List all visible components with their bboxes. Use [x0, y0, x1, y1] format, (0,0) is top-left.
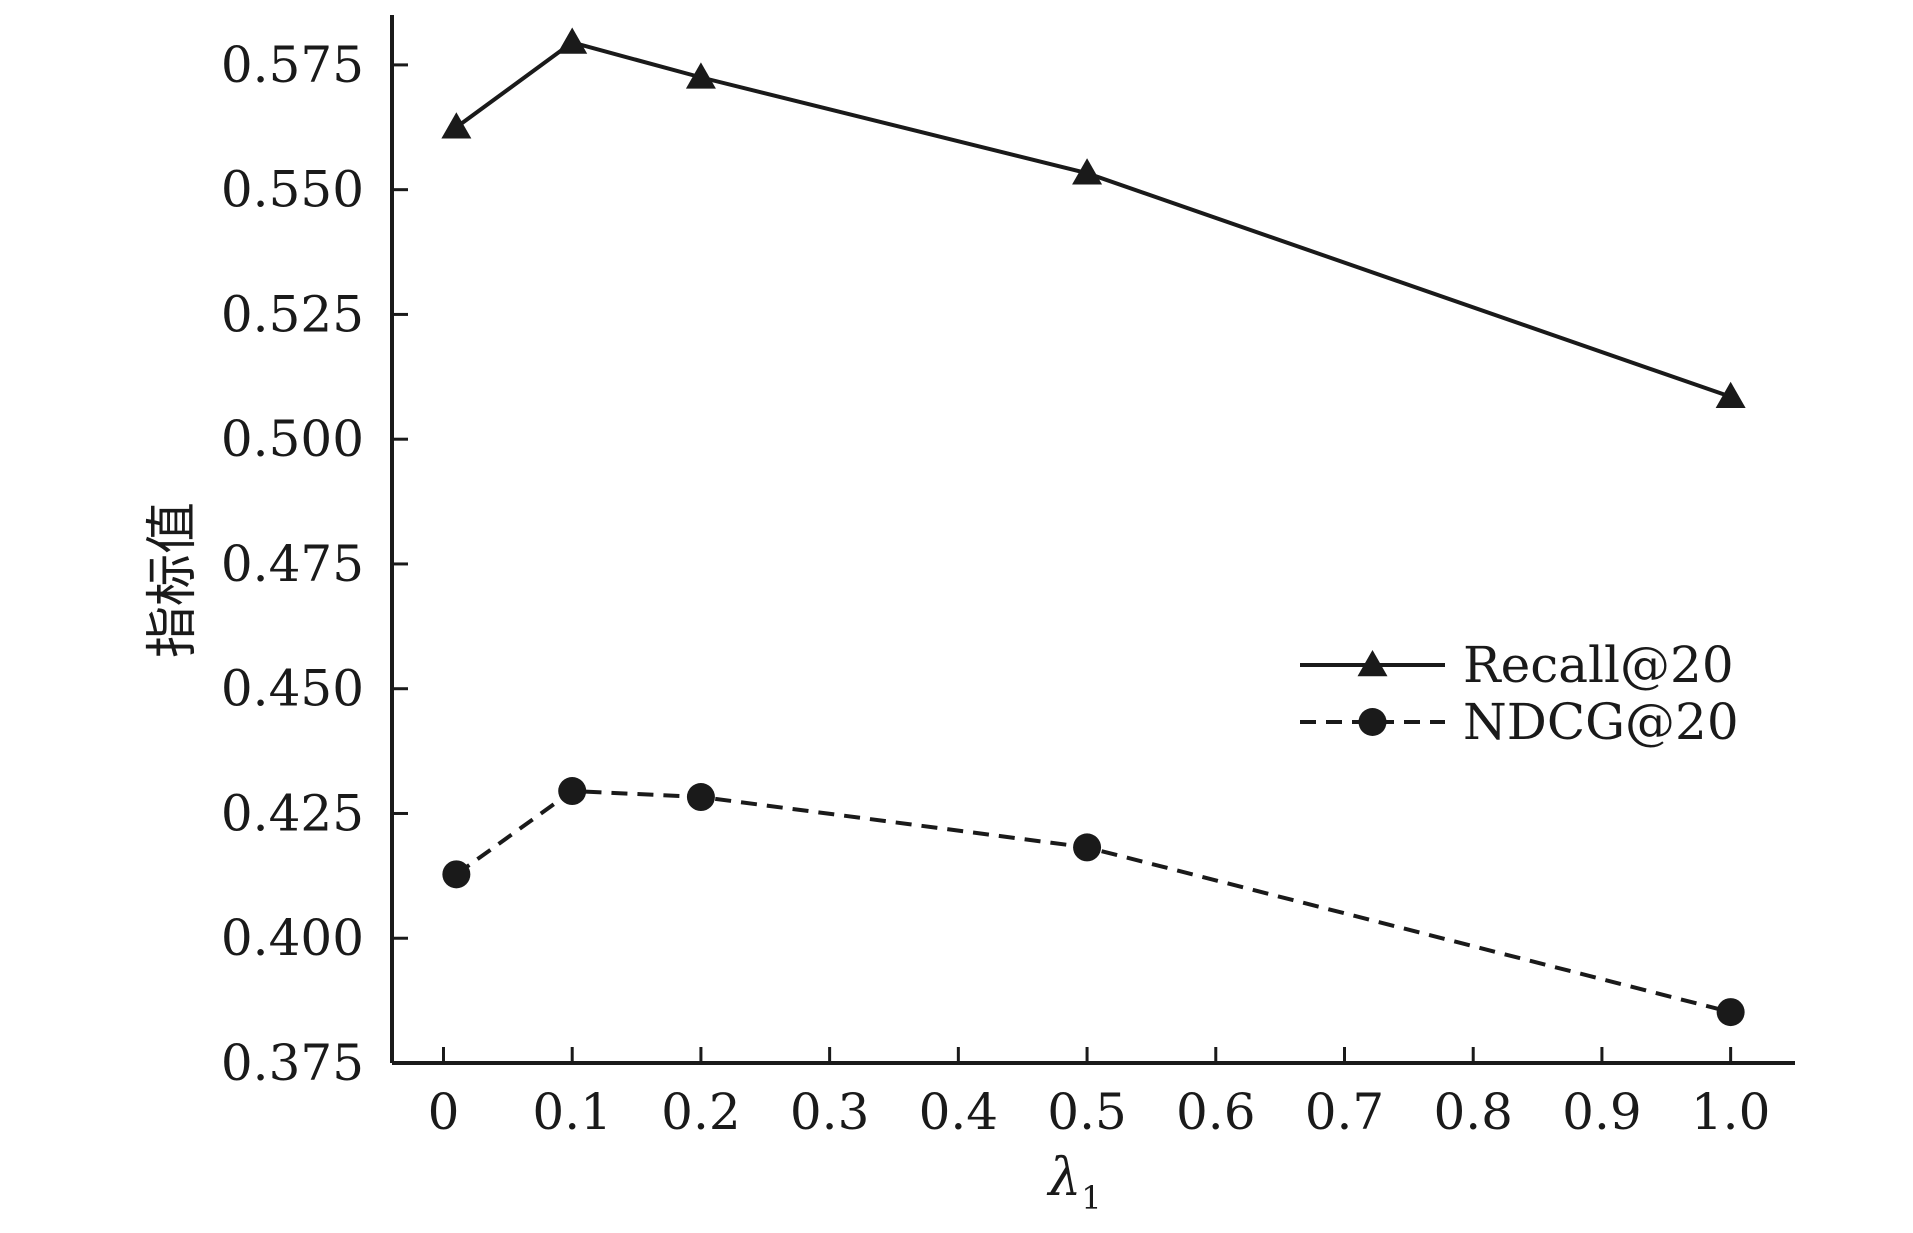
series-line-ndcg-20: [455, 788, 1732, 1015]
y-axis-title: 指标值: [143, 502, 203, 658]
data-point-ndcg-20: [442, 860, 471, 889]
y-tick-label: 0.550: [221, 161, 364, 219]
data-point-recall-20: [441, 112, 472, 139]
data-point-ndcg-20: [558, 777, 587, 806]
data-point-recall-20: [1072, 158, 1103, 185]
y-tick-label: 0.525: [221, 285, 364, 343]
series-ndcg-20: [442, 777, 1745, 1027]
x-tick-label: 0.3: [790, 1083, 870, 1141]
legend-label-ndcg-20: NDCG@20: [1463, 693, 1739, 751]
x-tick-label: 0.1: [532, 1083, 612, 1141]
y-tick-label: 0.575: [221, 36, 364, 94]
data-point-recall-20: [685, 62, 716, 89]
y-tick-label: 0.425: [221, 784, 364, 842]
y-tick-label: 0.375: [221, 1034, 364, 1092]
x-tick-label: 1.0: [1691, 1083, 1771, 1141]
data-point-recall-20: [557, 27, 588, 54]
legend-marker-ndcg-20: [1358, 708, 1387, 736]
x-tick-label: 0.2: [661, 1083, 741, 1141]
legend-label-recall-20: Recall@20: [1463, 636, 1734, 694]
x-tick-label: 0.9: [1562, 1083, 1642, 1141]
data-point-recall-20: [1715, 381, 1746, 409]
data-point-ndcg-20: [1716, 998, 1745, 1027]
x-tick-label: 0.4: [919, 1083, 999, 1141]
x-tick-label: 0.8: [1433, 1083, 1513, 1141]
x-axis-title-subscript: 1: [1081, 1179, 1101, 1217]
x-axis-title: λ1: [1046, 1148, 1101, 1217]
y-tick-label: 0.400: [221, 909, 364, 967]
series-line-recall-20: [455, 40, 1732, 399]
y-tick-label: 0.500: [221, 410, 364, 468]
series-group: [441, 27, 1746, 1027]
y-tick-label: 0.450: [221, 660, 364, 718]
x-tick-label: 0.6: [1176, 1083, 1256, 1141]
x-axis-title-symbol: λ: [1046, 1148, 1081, 1208]
x-tick-label: 0.7: [1305, 1083, 1385, 1141]
x-tick-label: 0.5: [1047, 1083, 1127, 1141]
x-tick-label: 0: [428, 1083, 460, 1141]
series-recall-20: [441, 27, 1746, 409]
legend-item-ndcg-20: NDCG@20: [1300, 693, 1739, 751]
data-point-ndcg-20: [686, 783, 715, 812]
data-point-ndcg-20: [1073, 833, 1102, 862]
ticks: 0.375 0.400 0.425 0.450 0.475 0.500 0.525 0.550…: [221, 36, 1771, 1141]
y-tick-label: 0.475: [221, 535, 364, 593]
axis-titles: 指标值 λ1: [143, 502, 1102, 1217]
legend-item-recall-20: Recall@20: [1300, 636, 1734, 694]
legend-marker-recall-20: [1357, 650, 1388, 677]
